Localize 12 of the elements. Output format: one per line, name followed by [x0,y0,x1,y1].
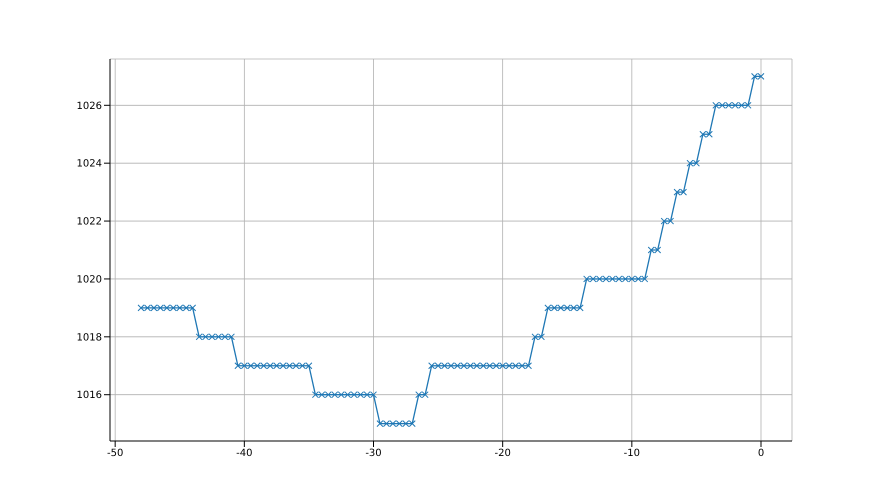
x-tick-label: -20 [494,448,511,460]
y-tick-label: 1018 [76,332,102,344]
y-tick-label: 1020 [76,274,102,286]
x-tick-label: -50 [106,448,124,460]
y-tick-label: 1016 [76,390,102,402]
y-tick-label: 1026 [76,100,102,112]
y-tick-label: 1024 [76,158,102,170]
x-tick-label: -40 [236,448,253,460]
y-tick-label: 1022 [76,216,102,228]
x-tick-label: -30 [365,448,382,460]
x-tick-label: -10 [624,448,640,460]
x-tick-label: 0 [758,448,764,460]
